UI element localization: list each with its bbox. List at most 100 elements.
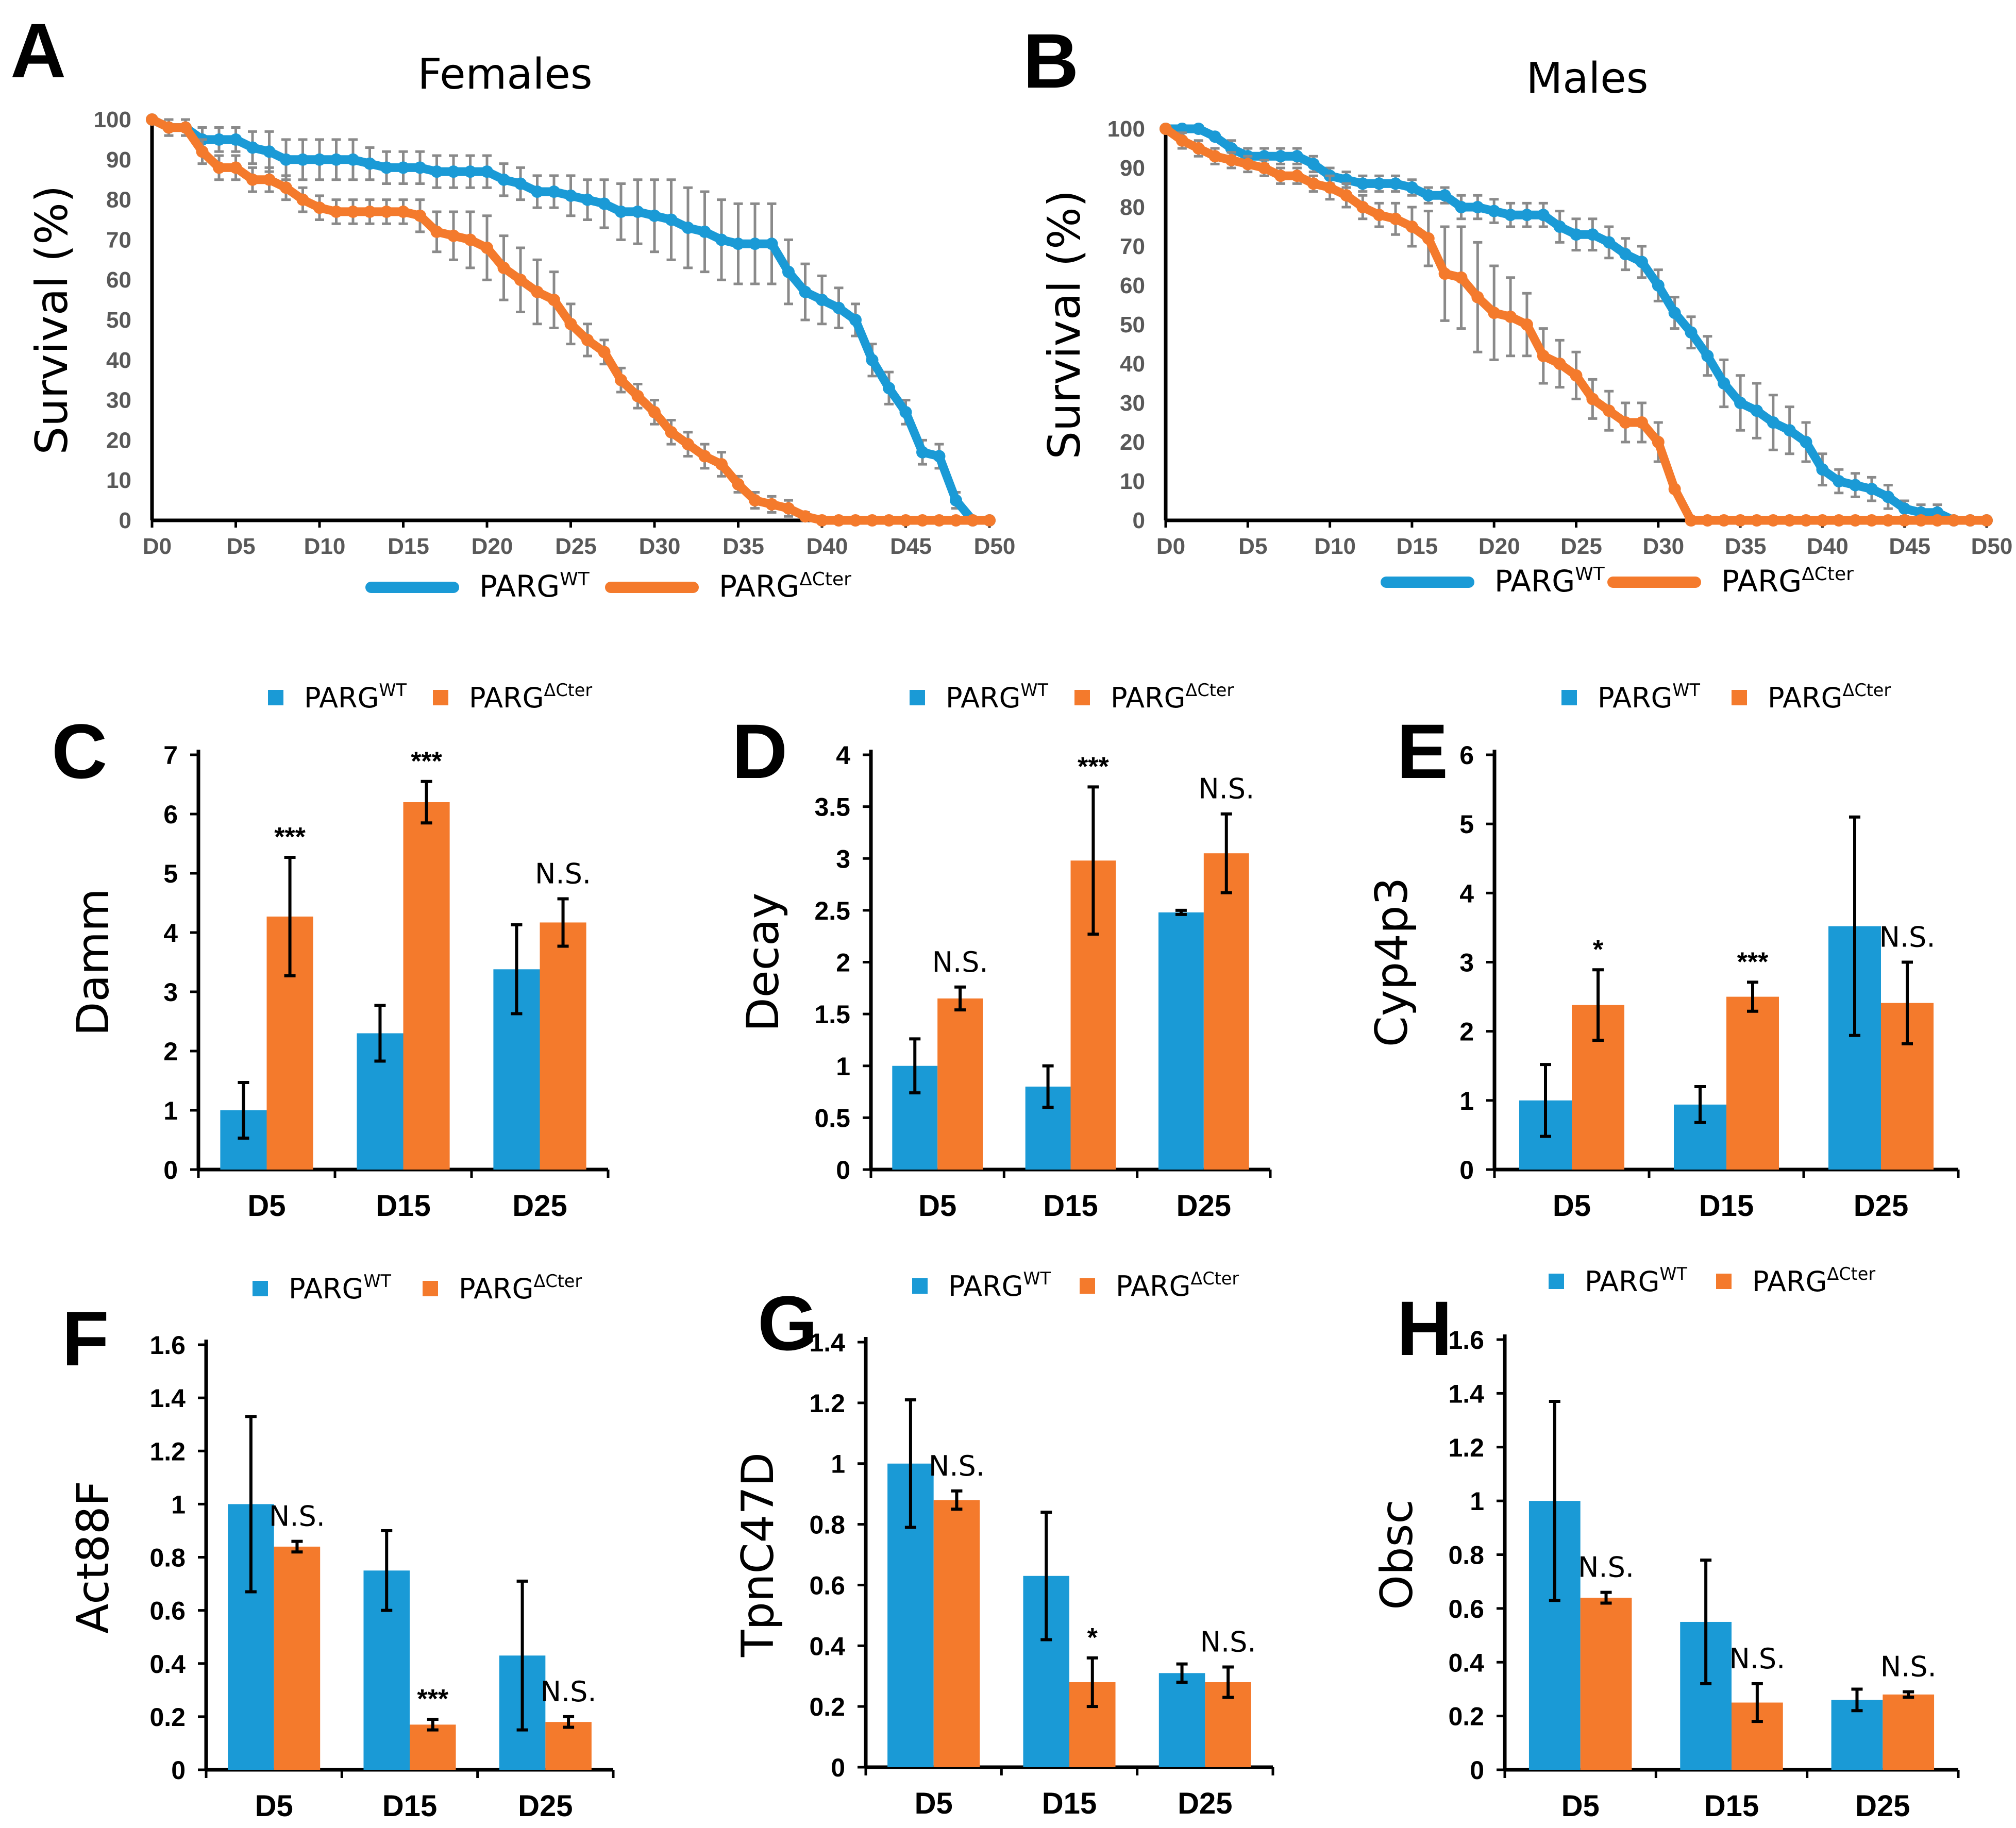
legend-mut-base: PARG — [1721, 564, 1802, 599]
legend-wt-swatch — [1561, 690, 1577, 705]
legend-mut-base: PARG — [719, 569, 799, 604]
data-point — [1208, 150, 1221, 163]
panel-letter: G — [758, 1280, 818, 1366]
legend-wt-base: PARG — [946, 682, 1020, 714]
x-tick-label: D5 — [226, 534, 255, 559]
legend-wt-base: PARG — [479, 569, 560, 604]
panel-letter: H — [1397, 1285, 1452, 1372]
bar-mut — [1203, 853, 1249, 1170]
y-tick-label: 50 — [106, 308, 131, 333]
data-point — [1750, 514, 1763, 527]
y-tick-label: 0.4 — [809, 1632, 845, 1661]
legend-wt-sup: WT — [1672, 680, 1700, 700]
legend-wt-base: PARG — [1494, 564, 1575, 599]
x-category-label: D5 — [247, 1189, 285, 1223]
x-category-label: D25 — [1854, 1189, 1908, 1223]
x-tick-label: D0 — [1156, 534, 1185, 559]
data-point — [1405, 181, 1418, 194]
legend-mut-sup: ΔCter — [533, 1271, 582, 1291]
data-point — [950, 514, 962, 527]
data-point — [296, 193, 309, 206]
data-point — [229, 161, 242, 174]
x-category-label: D5 — [918, 1189, 956, 1223]
series-wt — [146, 113, 996, 527]
chart-title: Males — [1526, 54, 1649, 103]
legend: PARG WT PARGΔCter — [1561, 680, 1891, 714]
x-tick-label: D20 — [1479, 534, 1520, 559]
data-point — [715, 458, 728, 471]
x-tick-label: D30 — [1642, 534, 1684, 559]
data-point — [229, 133, 242, 146]
significance-label: N.S. — [1578, 1551, 1634, 1584]
significance-label: *** — [274, 822, 306, 852]
legend-mut-label: PARGΔCter — [459, 1271, 582, 1305]
data-point — [1553, 221, 1566, 233]
data-point — [799, 510, 812, 523]
data-point — [698, 225, 711, 238]
y-tick-label: 0 — [1459, 1156, 1474, 1184]
legend: PARGWT PARGΔCter — [912, 1268, 1239, 1302]
series-line — [1163, 125, 1987, 525]
data-point — [347, 153, 359, 166]
y-tick-label: 0.4 — [1448, 1648, 1484, 1677]
data-point — [280, 153, 292, 166]
x-tick-label: D45 — [1889, 534, 1930, 559]
y-tick-label: 0.2 — [149, 1703, 186, 1732]
x-tick-label: D45 — [890, 534, 932, 559]
data-point — [1800, 514, 1812, 527]
data-point — [1570, 369, 1583, 382]
x-tick-label: D25 — [1560, 534, 1602, 559]
y-tick-label: 0.8 — [149, 1544, 186, 1572]
x-tick-label: D10 — [1314, 534, 1356, 559]
x-tick-label: D25 — [555, 534, 597, 559]
legend-mut-base: PARG — [459, 1273, 533, 1305]
data-point — [1816, 463, 1829, 476]
data-point — [1175, 134, 1188, 147]
y-tick-label: 0.6 — [149, 1597, 186, 1626]
data-point — [213, 133, 225, 146]
data-point — [1290, 170, 1303, 182]
y-tick-label: 0 — [836, 1156, 850, 1184]
y-tick-label: 10 — [1120, 469, 1145, 494]
data-point — [514, 274, 527, 286]
series-wt — [1160, 123, 1993, 527]
data-point — [1898, 514, 1911, 527]
data-point — [1668, 307, 1681, 319]
y-tick-label: 80 — [1120, 195, 1145, 220]
y-tick-label: 0 — [1470, 1756, 1484, 1785]
data-point — [1783, 514, 1796, 527]
data-point — [1865, 514, 1878, 527]
y-tick-label: 1 — [1459, 1087, 1474, 1115]
data-point — [698, 450, 711, 463]
data-point — [481, 165, 493, 178]
panel-letter: A — [10, 7, 66, 94]
data-point — [1208, 130, 1221, 143]
legend-wt-label: PARGWT — [948, 1268, 1051, 1302]
legend: PARGWT PARGΔCter — [268, 680, 592, 714]
data-point — [1570, 228, 1583, 241]
significance-label: N.S. — [535, 857, 591, 890]
data-point — [1701, 514, 1714, 527]
y-tick-label: 10 — [106, 468, 131, 493]
bar-mut — [933, 1500, 980, 1767]
y-tick-label: 1 — [831, 1450, 845, 1479]
data-point — [1586, 393, 1599, 405]
y-axis-label: Damm — [68, 888, 119, 1036]
data-point — [330, 153, 343, 166]
data-point — [1504, 209, 1517, 222]
y-tick-label: 6 — [163, 800, 178, 829]
y-tick-label: 2 — [836, 949, 850, 977]
y-tick-label: 90 — [106, 147, 131, 173]
legend-mut-base: PARG — [1768, 682, 1842, 714]
y-tick-label: 1 — [836, 1052, 850, 1081]
x-tick-label: D40 — [807, 534, 848, 559]
legend-mut-sup: ΔCter — [1190, 1268, 1239, 1289]
legend-mut-label: PARGΔCter — [1768, 680, 1891, 714]
y-tick-label: 20 — [106, 428, 131, 453]
data-point — [1914, 514, 1927, 527]
legend-wt-base: PARG — [1585, 1265, 1659, 1298]
data-point — [1603, 236, 1616, 249]
data-point — [1800, 436, 1812, 448]
bar-mut — [410, 1724, 456, 1770]
